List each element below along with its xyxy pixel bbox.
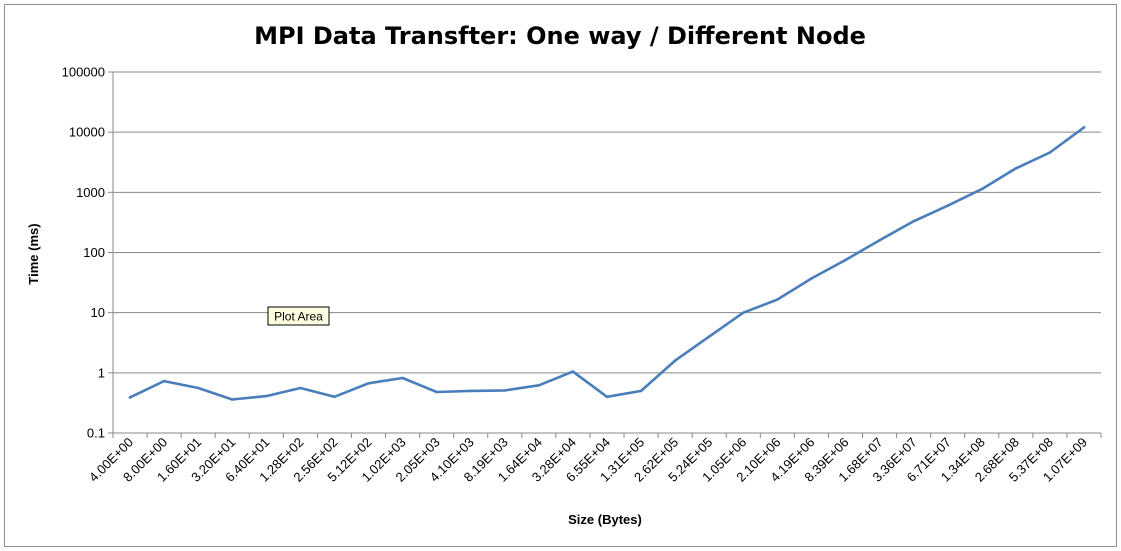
data-point [435,390,438,394]
x-axis-tick-labels: 4.00E+008.00E+001.60E+013.20E+016.40E+01… [86,435,1090,485]
data-point [810,277,813,280]
data-point [333,395,336,399]
data-point [1048,151,1052,154]
data-point [265,394,268,398]
data-point [401,376,404,380]
y-tick-label: 100000 [62,65,105,80]
data-point [162,379,166,383]
data-point [844,258,847,262]
data-point [537,384,541,387]
data-point [503,389,507,392]
series-line [128,126,1086,401]
data-point [299,386,302,390]
y-tick-label: 1000 [76,185,105,200]
data-point [639,389,643,393]
data-point [196,386,200,390]
data-point [707,335,711,338]
y-tick-label: 1 [98,365,105,380]
data-point [980,187,984,191]
y-tick-label: 100 [83,245,105,260]
data-point [1014,167,1018,170]
y-tick-label: 10 [91,305,105,320]
data-point [571,370,575,373]
data-point [878,238,881,242]
data-point [605,395,609,399]
plot-area-tooltip: Plot Area [267,306,330,326]
chart-title: MPI Data Transfter: One way / Different … [254,22,866,50]
y-axis-tick-labels: 0.1 1 10 100 1000 10000 100000 [62,65,105,441]
gridlines [113,71,1101,374]
tooltip-label: Plot Area [274,310,323,324]
tooltip-box [267,306,330,326]
y-axis-title: Time (ms) [26,223,41,284]
chart-area [4,4,1117,547]
data-point [946,204,949,207]
plot-series [128,126,1086,401]
data-point [673,359,677,362]
data-point [469,389,473,393]
axes [108,71,1102,438]
data-point [741,311,745,314]
data-point [912,220,915,223]
y-tick-label: 0.1 [87,426,105,441]
x-axis-title: Size (Bytes) [568,512,642,527]
data-point [230,398,234,401]
data-point [1082,126,1086,129]
data-point [776,298,779,301]
data-point [128,396,132,399]
data-point [367,381,370,385]
y-tick-label: 10000 [69,125,105,140]
